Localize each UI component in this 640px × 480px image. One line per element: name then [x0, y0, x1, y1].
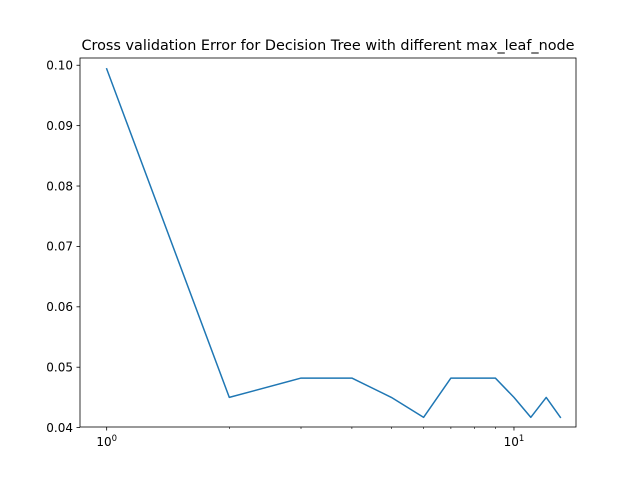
plot-frame: [79, 57, 577, 428]
series-line: [105, 67, 562, 419]
x-tick-base: 10: [504, 435, 519, 449]
x-tick-exponent: 1: [519, 434, 524, 444]
x-axis: 100 101: [96, 427, 524, 449]
x-tick-label: 100: [96, 434, 117, 449]
y-tick-label: 0.06: [46, 300, 73, 314]
y-tick-label: 0.09: [46, 119, 73, 133]
x-tick-base: 10: [96, 435, 111, 449]
x-tick-exponent: 0: [112, 434, 117, 444]
y-axis: 0.04 0.05 0.06 0.07 0.08 0.09 0.10: [46, 59, 80, 435]
y-tick-label: 0.04: [46, 421, 73, 435]
y-tick-label: 0.07: [46, 240, 73, 254]
series-layer: [105, 67, 562, 419]
y-tick-label: 0.10: [46, 59, 73, 73]
chart-title: Cross validation Error for Decision Tree…: [81, 38, 574, 54]
y-tick-label: 0.05: [46, 361, 73, 375]
x-tick-label: 101: [504, 434, 525, 449]
y-tick-label: 0.08: [46, 179, 73, 193]
